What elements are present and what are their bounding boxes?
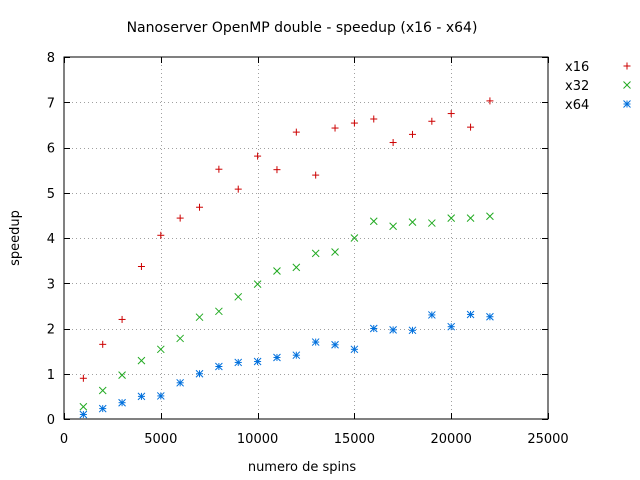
point-x32 <box>408 218 417 227</box>
point-x16 <box>215 165 223 173</box>
point-x64 <box>79 410 88 419</box>
point-x32 <box>215 307 223 316</box>
point-x16 <box>370 115 378 123</box>
point-x32 <box>118 371 126 379</box>
series-x16 <box>79 97 494 382</box>
point-x64 <box>195 369 204 378</box>
legend-marker-x32 <box>623 81 631 89</box>
x-tick-label: 20000 <box>431 432 472 447</box>
point-x32 <box>486 212 494 221</box>
legend-label-x64: x64 <box>565 98 589 113</box>
point-x32 <box>234 292 243 301</box>
plot-frame <box>63 56 549 420</box>
y-tick-label: 6 <box>47 142 55 157</box>
point-x32 <box>137 356 146 365</box>
point-x32 <box>273 267 281 275</box>
chart-title: Nanoserver OpenMP double - speedup (x16 … <box>127 20 478 36</box>
point-x16 <box>408 130 416 138</box>
y-axis-label: speedup <box>8 210 23 266</box>
point-x64 <box>389 326 397 334</box>
y-tick-label: 2 <box>47 323 55 338</box>
grid <box>64 57 548 419</box>
point-x16 <box>176 214 184 222</box>
point-x64 <box>273 353 281 362</box>
point-x64 <box>253 357 262 366</box>
x-tick-label: 10000 <box>237 432 278 447</box>
point-x64 <box>234 358 243 367</box>
point-x16 <box>157 231 165 239</box>
x-tick-label: 5000 <box>144 432 177 447</box>
point-x16 <box>137 263 145 271</box>
series-x64 <box>79 310 494 419</box>
legend-marker-x16 <box>623 62 631 70</box>
series-x32 <box>79 212 494 411</box>
point-x64 <box>427 311 436 319</box>
point-x32 <box>253 280 262 289</box>
point-x32 <box>79 402 88 411</box>
point-x32 <box>350 234 359 242</box>
point-x16 <box>196 203 204 211</box>
y-tick-label: 8 <box>47 51 55 66</box>
point-x64 <box>447 322 456 331</box>
y-tick-label: 5 <box>47 187 55 202</box>
y-tick-label: 0 <box>47 413 55 428</box>
point-x64 <box>331 340 339 349</box>
point-x32 <box>176 334 185 343</box>
point-x64 <box>486 312 494 321</box>
point-x16 <box>234 185 242 193</box>
point-x32 <box>311 249 320 258</box>
point-x32 <box>427 219 436 227</box>
point-x16 <box>428 117 436 125</box>
y-tick-label: 4 <box>47 232 55 247</box>
point-x32 <box>369 217 378 226</box>
legend-label-x32: x32 <box>565 79 589 94</box>
point-x64 <box>137 392 146 401</box>
legend-marker-x64 <box>623 100 631 108</box>
point-x64 <box>215 362 223 371</box>
point-x32 <box>331 248 339 256</box>
y-tick-label: 1 <box>47 368 55 383</box>
data-points <box>79 97 494 419</box>
point-x64 <box>98 404 107 413</box>
point-x64 <box>292 351 301 360</box>
point-x64 <box>118 398 126 407</box>
point-x32 <box>447 214 456 222</box>
point-x16 <box>331 124 339 132</box>
point-x64 <box>156 392 165 400</box>
point-x64 <box>350 345 359 354</box>
x-tick-label: 15000 <box>334 432 375 447</box>
tick-labels: 0 5000 10000 15000 20000 25000 0 1 2 3 4 5 6 7 8 <box>47 51 569 447</box>
point-x16 <box>99 340 107 348</box>
point-x16 <box>312 171 320 179</box>
point-x32 <box>195 313 204 322</box>
point-x16 <box>389 139 397 147</box>
point-x16 <box>273 166 281 174</box>
point-x32 <box>156 345 165 354</box>
x-tick-label: 25000 <box>527 432 568 447</box>
x-axis-label: numero de spins <box>248 460 357 475</box>
point-x64 <box>176 378 185 387</box>
point-x16 <box>467 123 475 131</box>
legend-label-x16: x16 <box>565 60 589 75</box>
point-x64 <box>466 310 475 319</box>
point-x16 <box>79 374 87 382</box>
point-x64 <box>369 324 378 333</box>
point-x32 <box>292 263 301 272</box>
point-x16 <box>292 128 300 136</box>
point-x64 <box>311 338 320 346</box>
point-x16 <box>486 97 494 105</box>
point-x32 <box>466 214 475 222</box>
point-x16 <box>118 315 126 323</box>
point-x16 <box>350 119 358 127</box>
point-x32 <box>389 222 397 231</box>
legend: x16 x32 x64 <box>565 60 631 113</box>
point-x32 <box>98 386 107 395</box>
y-tick-label: 7 <box>47 96 55 111</box>
y-tick-label: 3 <box>47 277 55 292</box>
x-tick-label: 0 <box>60 432 68 447</box>
point-x16 <box>447 110 455 118</box>
point-x16 <box>254 152 262 160</box>
point-x64 <box>408 326 417 335</box>
